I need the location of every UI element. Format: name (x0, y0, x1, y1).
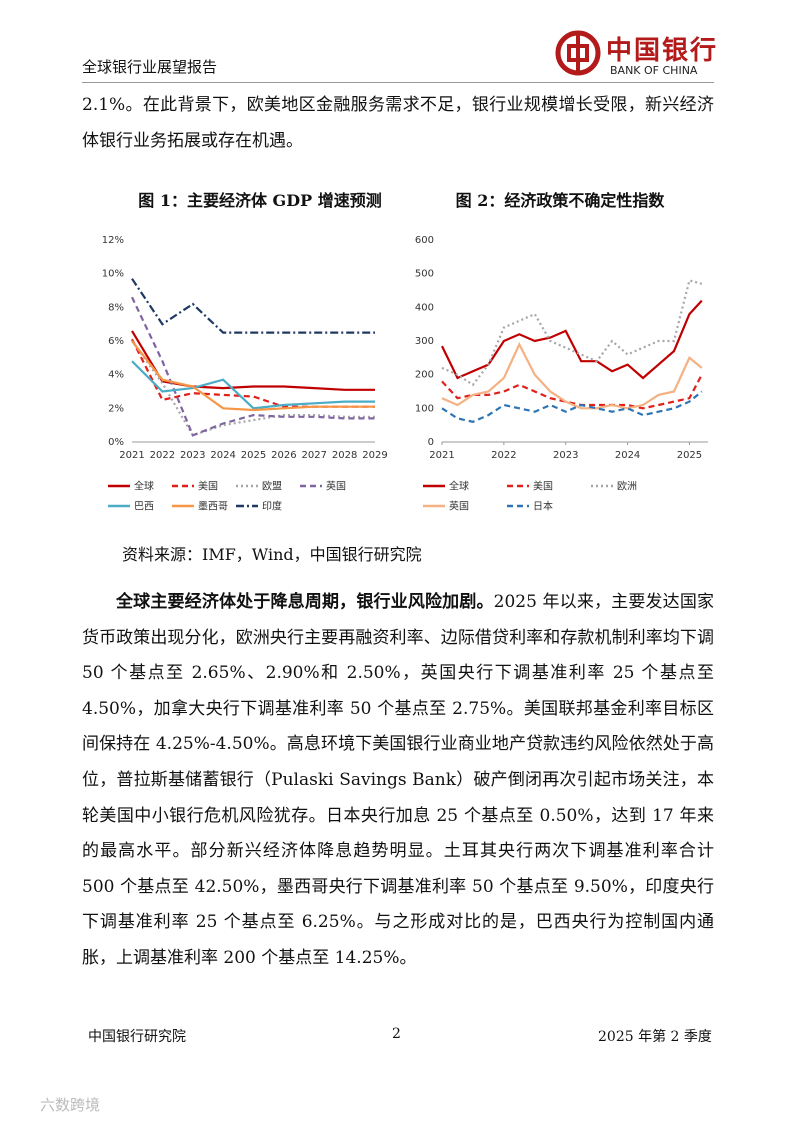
paragraph-text: 2025 年以来，主要发达国家货币政策出现分化，欧洲央行主要再融资利率、边际借贷… (82, 592, 715, 968)
source-note: 资料来源：IMF，Wind，中国银行研究院 (122, 545, 422, 564)
x-tick-label: 2021 (119, 450, 144, 461)
y-tick-label: 6% (108, 336, 124, 347)
series-line (131, 296, 375, 437)
header-title: 全球银行业展望报告 (82, 58, 218, 76)
y-tick-label: 500 (415, 269, 434, 280)
series-line (441, 341, 703, 410)
legend-label: 欧洲 (617, 481, 637, 493)
x-tick-label: 2022 (491, 450, 516, 461)
series-line (441, 279, 703, 387)
page-number: 2 (392, 1026, 401, 1042)
y-tick-label: 10% (102, 269, 124, 280)
legend-label: 英国 (449, 500, 469, 513)
series-line (441, 390, 703, 423)
legend-label: 欧盟 (262, 481, 282, 493)
footer-right: 2025 年第 2 季度 (598, 1029, 712, 1045)
y-tick-label: 4% (108, 370, 124, 381)
series-line (441, 299, 703, 380)
paragraph-lead: 全球主要经济体处于降息周期，银行业风险加剧。 (116, 592, 494, 612)
paragraph: 2.1%。在此背景下，欧美地区金融服务需求不足，银行业规模增长受限，新兴经济体银… (82, 95, 714, 151)
y-tick-label: 400 (415, 302, 434, 313)
paragraph: 全球主要经济体处于降息周期，银行业风险加剧。2025 年以来，主要发达国家货币政… (82, 585, 714, 977)
series-line (131, 278, 375, 334)
header-rule (82, 82, 714, 83)
x-tick-label: 2022 (150, 450, 175, 461)
figure-title: 图 1：主要经济体 GDP 增速预测 (138, 191, 382, 210)
x-tick-label: 2024 (210, 450, 235, 461)
legend-label: 英国 (326, 480, 346, 493)
x-tick-label: 2024 (615, 450, 640, 461)
chart: 2021 2022 2023 2024 2025 0 100 200 300 400 500 600 全… (415, 235, 708, 513)
x-tick-label: 2021 (429, 450, 454, 461)
watermark: 六数跨境 (40, 1096, 101, 1114)
series-line (441, 374, 703, 410)
y-tick-label: 0% (108, 437, 124, 448)
legend-label: 日本 (533, 500, 553, 513)
legend-label: 巴西 (134, 501, 154, 513)
x-tick-label: 2027 (302, 450, 327, 461)
footer-left: 中国银行研究院 (88, 1029, 186, 1045)
legend-label: 全球 (134, 480, 154, 493)
x-tick-label: 2023 (553, 450, 578, 461)
legend-label: 印度 (262, 500, 282, 513)
x-tick-label: 2028 (332, 450, 357, 461)
y-tick-label: 12% (102, 235, 124, 246)
series-line (131, 340, 375, 412)
y-tick-label: 600 (415, 235, 434, 246)
legend-label: 全球 (449, 480, 469, 493)
legend-label: 墨西哥 (198, 501, 228, 513)
y-tick-label: 0 (428, 437, 434, 448)
chart: 2021 2022 2023 2024 2025 2026 2027 2028 2029 0% 2%… (102, 235, 388, 513)
y-tick-label: 300 (415, 336, 434, 347)
x-tick-label: 2025 (241, 450, 266, 461)
series-line (131, 360, 375, 410)
x-tick-label: 2026 (271, 450, 296, 461)
x-tick-label: 2023 (180, 450, 205, 461)
y-tick-label: 2% (108, 403, 124, 414)
logo-cn: 中国银行 (606, 36, 719, 66)
figure-title: 图 2：经济政策不确定性指数 (455, 191, 665, 210)
y-tick-label: 200 (415, 370, 434, 381)
y-tick-label: 100 (415, 403, 434, 414)
legend-label: 美国 (198, 480, 218, 493)
series-line (131, 340, 375, 437)
y-tick-label: 8% (108, 302, 124, 313)
x-tick-label: 2029 (362, 450, 387, 461)
logo-en: BANK OF CHINA (610, 64, 698, 77)
series-line (131, 338, 375, 408)
legend-label: 美国 (533, 480, 553, 493)
logo-mark (555, 30, 601, 76)
x-tick-label: 2025 (677, 450, 702, 461)
